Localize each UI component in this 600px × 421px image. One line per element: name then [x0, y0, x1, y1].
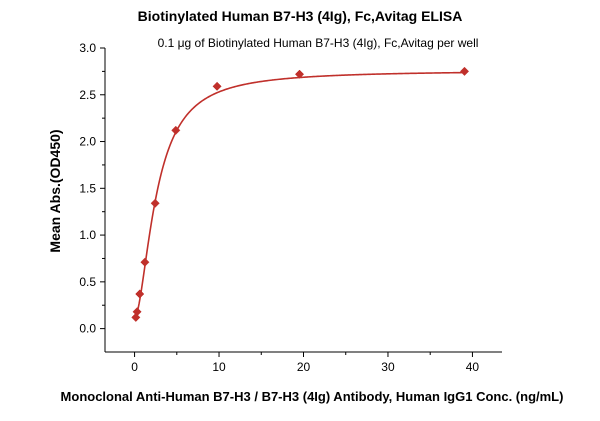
y-axis-label: Mean Abs.(OD450) [47, 129, 63, 252]
data-point [135, 289, 145, 299]
x-tick-label: 20 [297, 360, 311, 374]
data-point [212, 81, 222, 91]
y-tick-label: 0.0 [79, 322, 96, 336]
data-point [171, 125, 181, 135]
y-tick-label: 1.5 [79, 181, 96, 195]
chart-title: Biotinylated Human B7-H3 (4Ig), Fc,Avita… [137, 8, 463, 24]
data-point [140, 257, 150, 267]
data-point [459, 66, 470, 76]
data-points-group [131, 66, 470, 322]
x-tick-label: 30 [381, 360, 395, 374]
y-tick-label: 0.5 [79, 275, 96, 289]
data-point [294, 69, 305, 79]
x-tick-label: 40 [466, 360, 480, 374]
chart-subtitle: 0.1 μg of Biotinylated Human B7-H3 (4Ig)… [157, 36, 479, 50]
data-point [150, 198, 160, 208]
y-tick-label: 3.0 [79, 41, 96, 55]
x-tick-label: 0 [131, 360, 138, 374]
y-tick-label: 2.0 [79, 135, 96, 149]
axes-group: 0.0 0.5 1.0 1.5 2.0 2.5 3.0 0 10 20 30 40 [79, 41, 502, 374]
fit-curve [135, 71, 465, 317]
fit-curve-group [135, 71, 465, 317]
y-tick-label: 1.0 [79, 228, 96, 242]
x-axis-label: Monoclonal Anti-Human B7-H3 / B7-H3 (4Ig… [61, 389, 564, 404]
data-point [132, 307, 142, 317]
x-tick-label: 10 [212, 360, 226, 374]
y-tick-label: 2.5 [79, 88, 96, 102]
